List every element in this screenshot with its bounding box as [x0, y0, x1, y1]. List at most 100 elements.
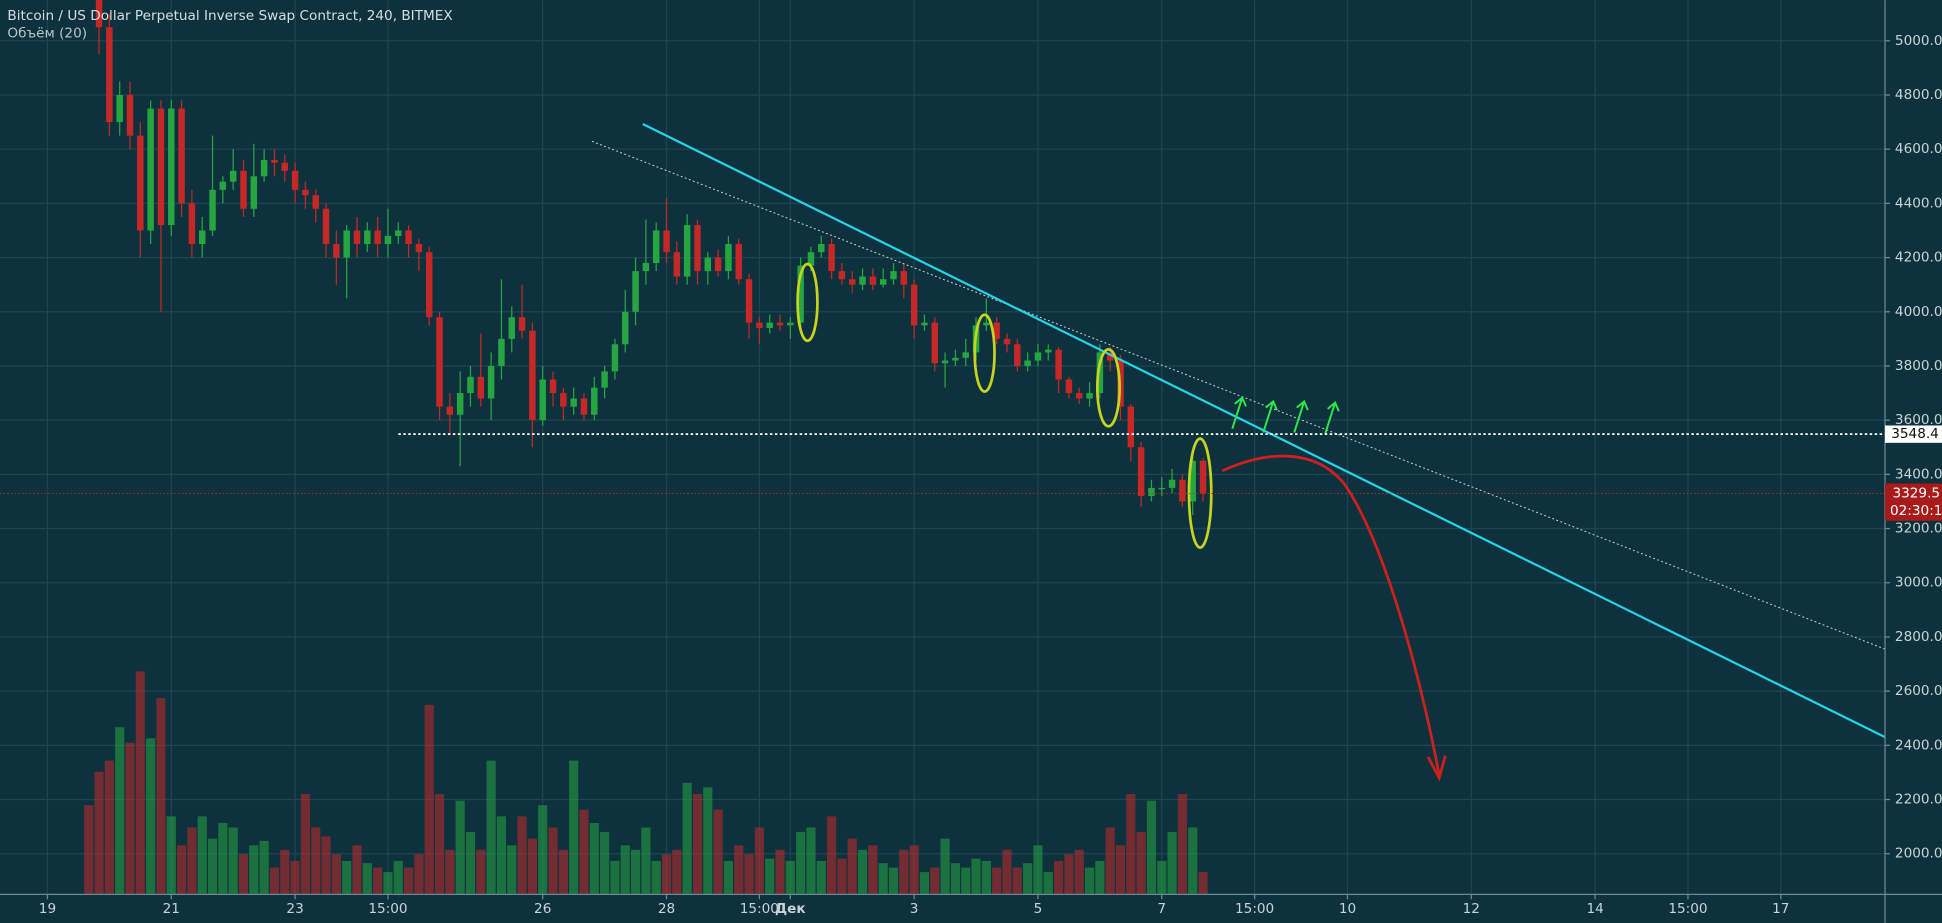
- candle-body: [529, 330, 536, 421]
- volume-bar: [919, 872, 930, 895]
- volume-bar: [579, 809, 589, 895]
- y-tick-label: 4400.0: [1895, 195, 1942, 211]
- candle-body: [818, 244, 825, 253]
- y-tick-label: 4200.0: [1895, 250, 1942, 266]
- volume-bar: [507, 845, 517, 895]
- candle-body: [1199, 460, 1207, 494]
- candle-body: [456, 393, 464, 415]
- x-tick-label: 28: [658, 901, 675, 917]
- last-price-label: 3329.5: [1892, 485, 1940, 501]
- chart-title: Bitcoin / US Dollar Perpetual Inverse Sw…: [7, 8, 452, 24]
- volume-bar: [630, 849, 641, 895]
- candle-body: [425, 252, 433, 318]
- candle-body: [993, 322, 1000, 339]
- volume-bar: [403, 867, 414, 895]
- candle-body: [157, 108, 165, 226]
- y-tick-label: 2400.0: [1895, 737, 1942, 753]
- x-tick-label: 17: [1772, 901, 1789, 917]
- volume-bar: [1064, 854, 1074, 895]
- candle-body: [859, 276, 866, 285]
- candle-body: [921, 322, 928, 326]
- y-tick-label: 3400.0: [1895, 466, 1942, 482]
- candle-body: [467, 376, 474, 394]
- volume-bar: [847, 838, 857, 895]
- candle-body: [229, 170, 237, 182]
- volume-bar: [527, 838, 537, 895]
- x-tick-label: 3: [910, 901, 919, 917]
- y-tick-label: 2200.0: [1895, 792, 1942, 808]
- candle-body: [632, 271, 639, 312]
- highlight-ellipse: [973, 313, 996, 393]
- candle-body: [663, 230, 670, 253]
- y-tick-label: 4600.0: [1895, 141, 1942, 157]
- volume-bar: [672, 849, 682, 895]
- volume-bar: [1054, 860, 1064, 895]
- volume-bar: [434, 794, 445, 895]
- y-tick-label: 2000.0: [1895, 846, 1942, 862]
- volume-bar: [651, 860, 661, 895]
- candle-body: [1003, 338, 1011, 345]
- candle-body: [838, 271, 846, 280]
- volume-bar: [280, 849, 290, 895]
- candle-body: [1158, 487, 1165, 490]
- volume-bar: [641, 827, 651, 895]
- volume-bar: [1095, 860, 1105, 895]
- candle-body: [879, 279, 887, 285]
- candle-body: [487, 365, 495, 399]
- candle-body: [395, 230, 402, 236]
- volume-bar: [177, 845, 187, 895]
- candle-body: [704, 257, 712, 272]
- candle-body: [405, 230, 412, 245]
- candle-body: [756, 322, 763, 329]
- volume-bar: [311, 827, 321, 895]
- volume-bar: [228, 827, 238, 895]
- candle-body: [890, 271, 897, 280]
- candle-body: [343, 230, 350, 258]
- price-level-label: 3548.4: [1891, 426, 1939, 442]
- volume-bar: [723, 860, 734, 895]
- volume-bar: [94, 771, 104, 895]
- candle-body: [322, 208, 330, 245]
- volume-bar: [393, 860, 403, 895]
- volume-bar: [857, 849, 868, 895]
- volume-bar: [713, 809, 723, 895]
- volume-bar: [569, 760, 579, 895]
- volume-bar: [125, 742, 135, 895]
- candle-body: [683, 225, 691, 277]
- candle-body: [219, 181, 227, 190]
- volume-bar: [1043, 872, 1053, 895]
- volume-bar: [992, 867, 1002, 895]
- y-tick-label: 3800.0: [1895, 358, 1942, 374]
- x-tick-label: 15:00: [740, 901, 779, 917]
- candle-body: [900, 271, 908, 285]
- volume-bar: [538, 805, 548, 895]
- volume-bar: [692, 794, 703, 895]
- volume-bar: [1084, 867, 1095, 895]
- y-tick-label: 3000.0: [1895, 575, 1942, 591]
- volume-bar: [166, 816, 176, 895]
- volume-bar: [104, 760, 114, 895]
- x-tick-label: 23: [286, 901, 303, 917]
- candle-body: [828, 244, 835, 272]
- volume-bar: [1198, 872, 1208, 895]
- volume-bar: [1074, 849, 1084, 895]
- volume-bar: [331, 854, 341, 895]
- candle-body: [498, 338, 505, 366]
- volume-bar: [888, 867, 899, 895]
- candle-body: [787, 322, 794, 326]
- y-tick-label: 5000.0: [1895, 33, 1942, 49]
- candle-body: [188, 203, 196, 245]
- x-tick-label: 15:00: [1668, 901, 1707, 917]
- volume-bar: [899, 849, 909, 895]
- volume-bar: [1146, 800, 1157, 895]
- candle-body: [1024, 360, 1031, 366]
- candle-body: [291, 170, 299, 190]
- candle-body: [735, 244, 742, 280]
- countdown-label: 02:30:18: [1890, 503, 1942, 519]
- volume-bar: [300, 794, 310, 895]
- volume-bar: [321, 836, 331, 895]
- candle-body: [952, 357, 959, 361]
- candle-body: [776, 322, 784, 326]
- volume-bar: [342, 860, 352, 895]
